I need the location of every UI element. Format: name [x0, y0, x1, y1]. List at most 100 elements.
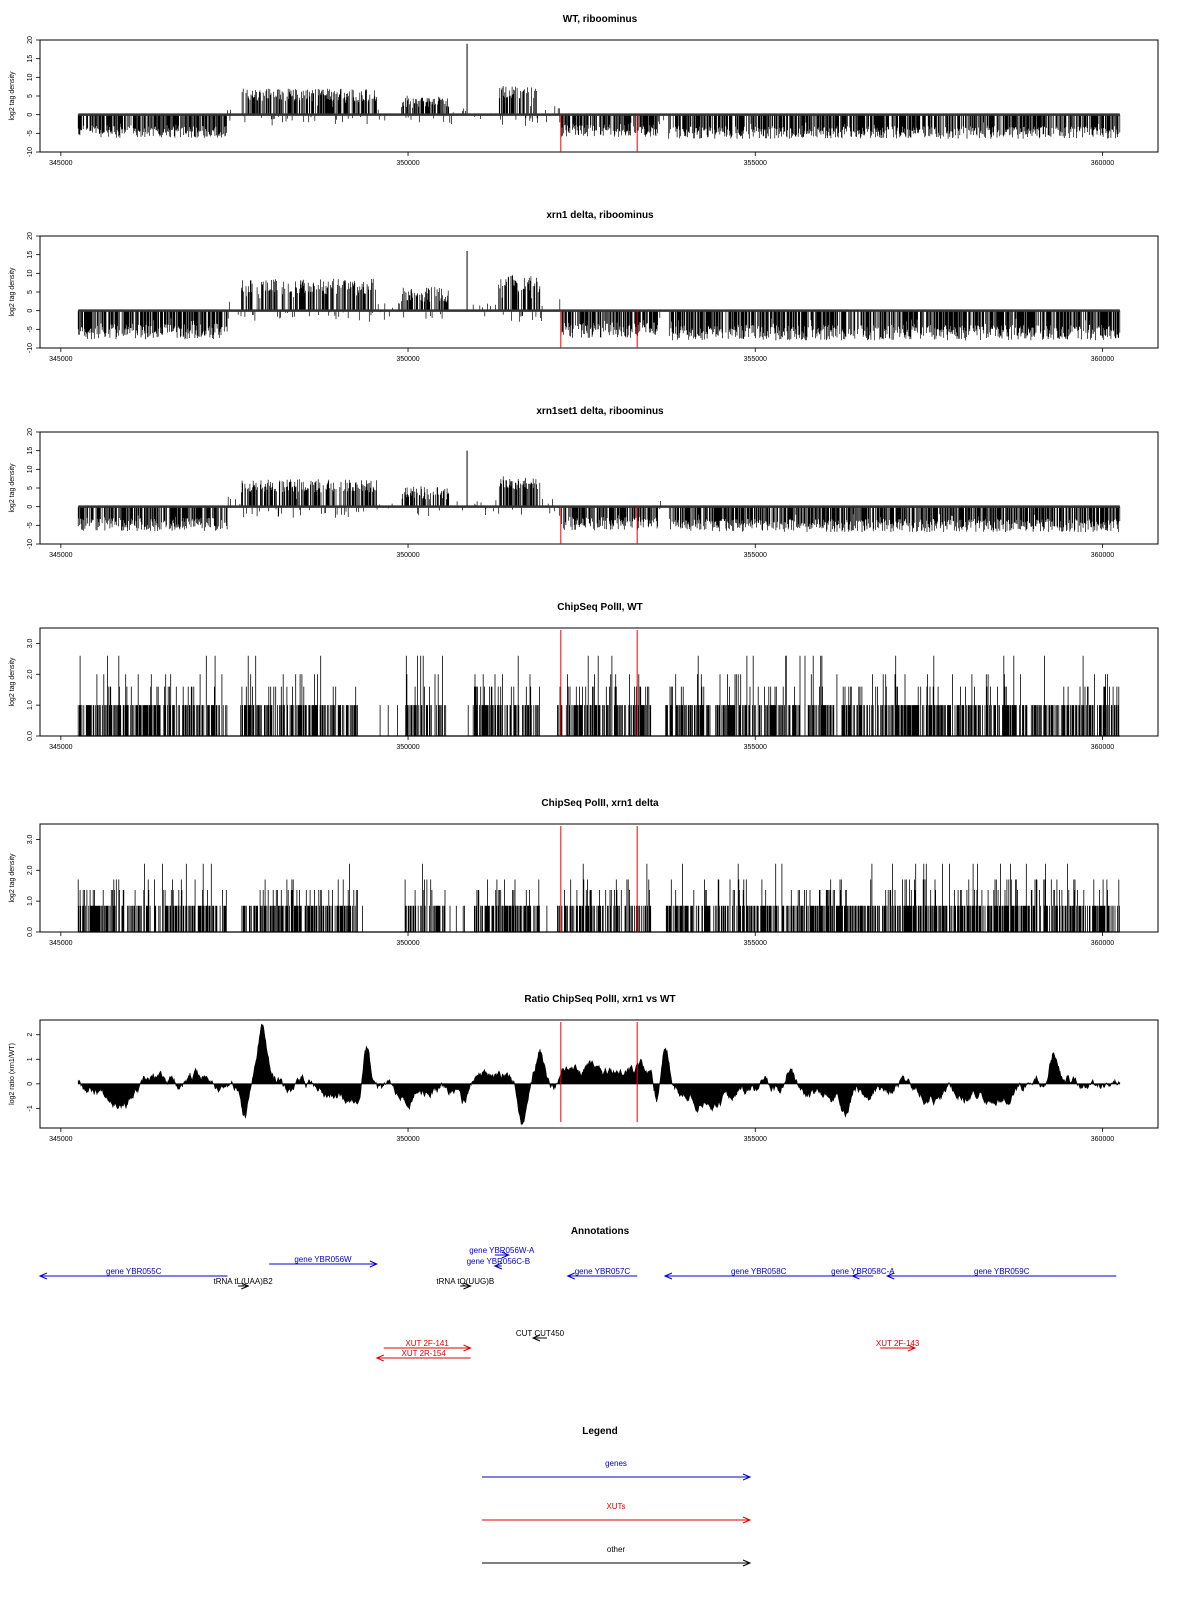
feature-label: gene YBR056W [294, 1255, 352, 1264]
x-tick-label: 345000 [49, 552, 72, 559]
feature-label: XUT 2F-143 [876, 1339, 920, 1348]
legend-item-XUTs: XUTs [482, 1502, 752, 1524]
plot-frame [39, 1019, 1159, 1129]
panel-1: WT, riboominus -10 -5 0 5 10 15 20 log2 tag dens… [9, 14, 1159, 167]
x-tick-label: 360000 [1091, 552, 1114, 559]
y-tick-label: -10 [27, 539, 34, 549]
feature-label: XUT 2F-141 [405, 1339, 449, 1348]
panel-4: ChipSeq PolII, WT 0.0 1.0 2.0 3.0 log2 tag de… [9, 602, 1159, 751]
arrowhead-icon [742, 1516, 752, 1524]
annotation-feature: gene YBR056W-A [469, 1246, 535, 1259]
y-tick-label: 1.0 [27, 896, 34, 906]
legend-label: XUTs [606, 1502, 625, 1511]
y-tick-label: -5 [27, 326, 34, 332]
x-tick-label: 350000 [396, 356, 419, 363]
data-marks [77, 1023, 1121, 1126]
x-tick-label: 355000 [744, 160, 767, 167]
y-axis-label: log2 tag density [9, 657, 16, 707]
arrowhead-icon [851, 1272, 860, 1280]
arrowhead-icon [241, 1282, 250, 1290]
y-tick-label: 3.0 [27, 834, 34, 844]
annotation-feature: tRNA tL(UAA)B2 [214, 1277, 274, 1290]
panel-title: Ratio ChipSeq PolII, xrn1 vs WT [524, 994, 675, 1005]
arrowhead-icon [566, 1272, 575, 1280]
chip-bars [77, 655, 1120, 736]
x-tick-label: 350000 [396, 744, 419, 751]
x-tick-label: 360000 [1091, 356, 1114, 363]
plot-frame [39, 39, 1159, 153]
feature-label: gene YBR057C [575, 1267, 631, 1276]
y-axis-label: log2 tag density [9, 853, 16, 903]
arrowhead-icon [742, 1473, 752, 1481]
feature-label: gene YBR058C [731, 1267, 787, 1276]
annotation-feature: gene YBR057C [566, 1267, 638, 1280]
arrowhead-icon [742, 1559, 752, 1567]
x-tick-label: 345000 [49, 940, 72, 947]
panel-title: xrn1 delta, riboominus [546, 210, 654, 221]
annotation-feature: gene YBR055C [38, 1267, 228, 1280]
legend-item-other: other [482, 1545, 752, 1567]
annotation-feature: gene YBR056W [269, 1255, 379, 1268]
arrowhead-icon [531, 1334, 541, 1342]
annotation-feature: XUT 2F-143 [876, 1339, 920, 1352]
y-tick-label: 15 [27, 55, 34, 63]
y-tick-label: 20 [27, 232, 34, 240]
feature-label: CUT CUT450 [516, 1329, 565, 1338]
x-tick-label: 360000 [1091, 744, 1114, 751]
y-tick-label: 0 [27, 309, 34, 313]
y-tick-label: 10 [27, 73, 34, 81]
panel-title: xrn1set1 delta, riboominus [536, 406, 664, 417]
y-tick-label: 2.0 [27, 669, 34, 679]
feature-label: gene YBR059C [974, 1267, 1030, 1276]
y-tick-label: 0.0 [27, 731, 34, 741]
y-tick-label: 15 [27, 447, 34, 455]
legend-item-genes: genes [482, 1459, 752, 1481]
y-axis-label: log2 ratio (xrn1/WT) [9, 1043, 16, 1105]
annotations-title: Annotations [571, 1226, 630, 1237]
arrowhead-icon [501, 1251, 510, 1259]
y-tick-label: 0 [27, 505, 34, 509]
feature-label: tRNA tL(UAA)B2 [214, 1277, 274, 1286]
x-tick-label: 355000 [744, 940, 767, 947]
y-tick-label: 5 [27, 486, 34, 490]
y-tick-label: 0 [27, 113, 34, 117]
data-marks [77, 250, 1121, 341]
x-tick-label: 350000 [396, 1136, 419, 1143]
legend-title: Legend [582, 1426, 618, 1437]
data-marks [77, 863, 1120, 933]
arrowhead-icon [369, 1260, 379, 1268]
y-tick-label: 5 [27, 94, 34, 98]
panel-title: WT, riboominus [563, 14, 638, 25]
arrowhead-icon [663, 1272, 673, 1280]
annotation-feature: XUT 2R-154 [375, 1349, 471, 1362]
annotation-feature: tRNA tQ(UUG)B [436, 1277, 494, 1290]
panel-6: Ratio ChipSeq PolII, xrn1 vs WT -1 0 1 2 log2… [9, 994, 1159, 1143]
x-tick-label: 345000 [49, 160, 72, 167]
y-axis-label: log2 tag density [9, 463, 16, 513]
legend-label: other [607, 1545, 626, 1554]
plot-frame [39, 431, 1159, 545]
y-tick-label: 10 [27, 465, 34, 473]
panel-3: xrn1set1 delta, riboominus -10 -5 0 5 10 15 20 l… [9, 406, 1159, 559]
x-tick-label: 355000 [744, 744, 767, 751]
y-axis-label: log2 tag density [9, 267, 16, 317]
annotation-feature: CUT CUT450 [516, 1329, 565, 1342]
x-tick-label: 360000 [1091, 940, 1114, 947]
data-marks [77, 655, 1120, 737]
y-tick-label: -1 [27, 1105, 34, 1111]
y-tick-label: 5 [27, 290, 34, 294]
x-tick-label: 345000 [49, 1136, 72, 1143]
y-tick-label: -5 [27, 130, 34, 136]
feature-label: gene YBR055C [106, 1267, 162, 1276]
signal-bars [77, 275, 1121, 341]
feature-label: gene YBR056C-B [467, 1257, 530, 1266]
y-tick-label: 15 [27, 251, 34, 259]
panel-title: ChipSeq PolII, WT [557, 602, 643, 613]
y-tick-label: 20 [27, 428, 34, 436]
y-tick-label: -10 [27, 147, 34, 157]
y-tick-label: -10 [27, 343, 34, 353]
arrowhead-icon [885, 1272, 895, 1280]
feature-label: gene YBR058C-A [831, 1267, 895, 1276]
feature-label: XUT 2R-154 [401, 1349, 446, 1358]
